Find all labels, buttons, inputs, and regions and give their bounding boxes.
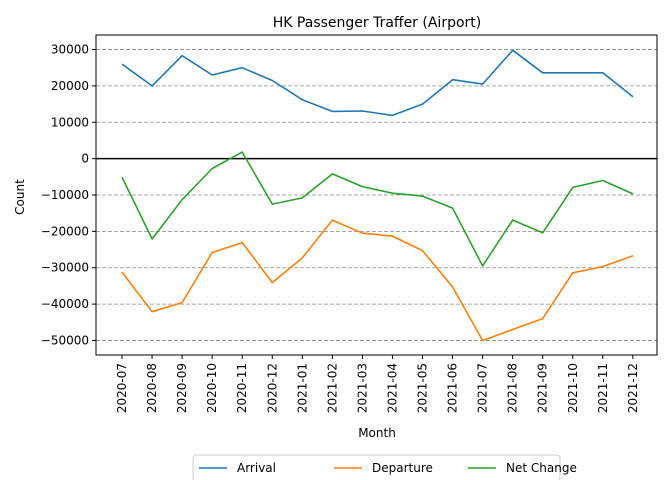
y-tick-label: 20000 — [51, 79, 89, 93]
x-tick-label: 2020-07 — [115, 363, 129, 413]
x-tick-label: 2021-01 — [295, 363, 309, 413]
y-axis: −50000 −40000 −30000 −20000 −10000 0 10000 2000… — [41, 43, 96, 347]
y-tick-label: 0 — [81, 152, 89, 166]
legend-box — [192, 454, 561, 480]
x-tick-label: 2021-10 — [566, 363, 580, 413]
legend-label: Net Change — [506, 461, 577, 475]
y-tick-label: −30000 — [41, 261, 89, 275]
x-tick-label: 2020-10 — [205, 363, 219, 413]
y-tick-label: −50000 — [41, 333, 89, 347]
y-tick-label: −10000 — [41, 188, 89, 202]
x-tick-label: 2020-09 — [175, 363, 189, 413]
series-lines — [121, 49, 634, 342]
x-tick-label: 2021-03 — [355, 363, 369, 413]
y-tick-label: −40000 — [41, 297, 89, 311]
x-tick-label: 2021-12 — [626, 363, 640, 413]
y-axis-label: Count — [13, 179, 27, 215]
x-tick-label: 2020-11 — [235, 363, 249, 413]
x-axis-label: Month — [358, 426, 396, 440]
x-axis: 2020-07 2020-08 2020-09 2020-10 2020-11 2020-… — [115, 355, 640, 413]
x-tick-label: 2021-02 — [325, 363, 339, 413]
legend: Arrival Departure Net Change — [192, 454, 577, 480]
x-tick-label: 2021-07 — [476, 363, 490, 413]
series-line-arrival — [121, 49, 634, 117]
y-tick-label: 30000 — [51, 43, 89, 57]
y-tick-label: 10000 — [51, 115, 89, 129]
x-tick-label: 2021-06 — [446, 363, 460, 413]
gridlines — [96, 49, 657, 341]
x-tick-label: 2020-12 — [265, 363, 279, 413]
x-tick-label: 2021-08 — [506, 363, 520, 413]
x-tick-label: 2021-09 — [536, 363, 550, 413]
x-tick-label: 2020-08 — [145, 363, 159, 413]
series-line-departure — [121, 219, 634, 342]
x-tick-label: 2021-11 — [596, 363, 610, 413]
chart-title: HK Passenger Traffer (Airport) — [273, 15, 481, 31]
series-line-net-change — [121, 151, 634, 267]
legend-label: Departure — [372, 461, 433, 475]
legend-label: Arrival — [237, 461, 276, 475]
x-tick-label: 2021-05 — [416, 363, 430, 413]
y-tick-label: −20000 — [41, 224, 89, 238]
x-tick-label: 2021-04 — [385, 363, 399, 413]
